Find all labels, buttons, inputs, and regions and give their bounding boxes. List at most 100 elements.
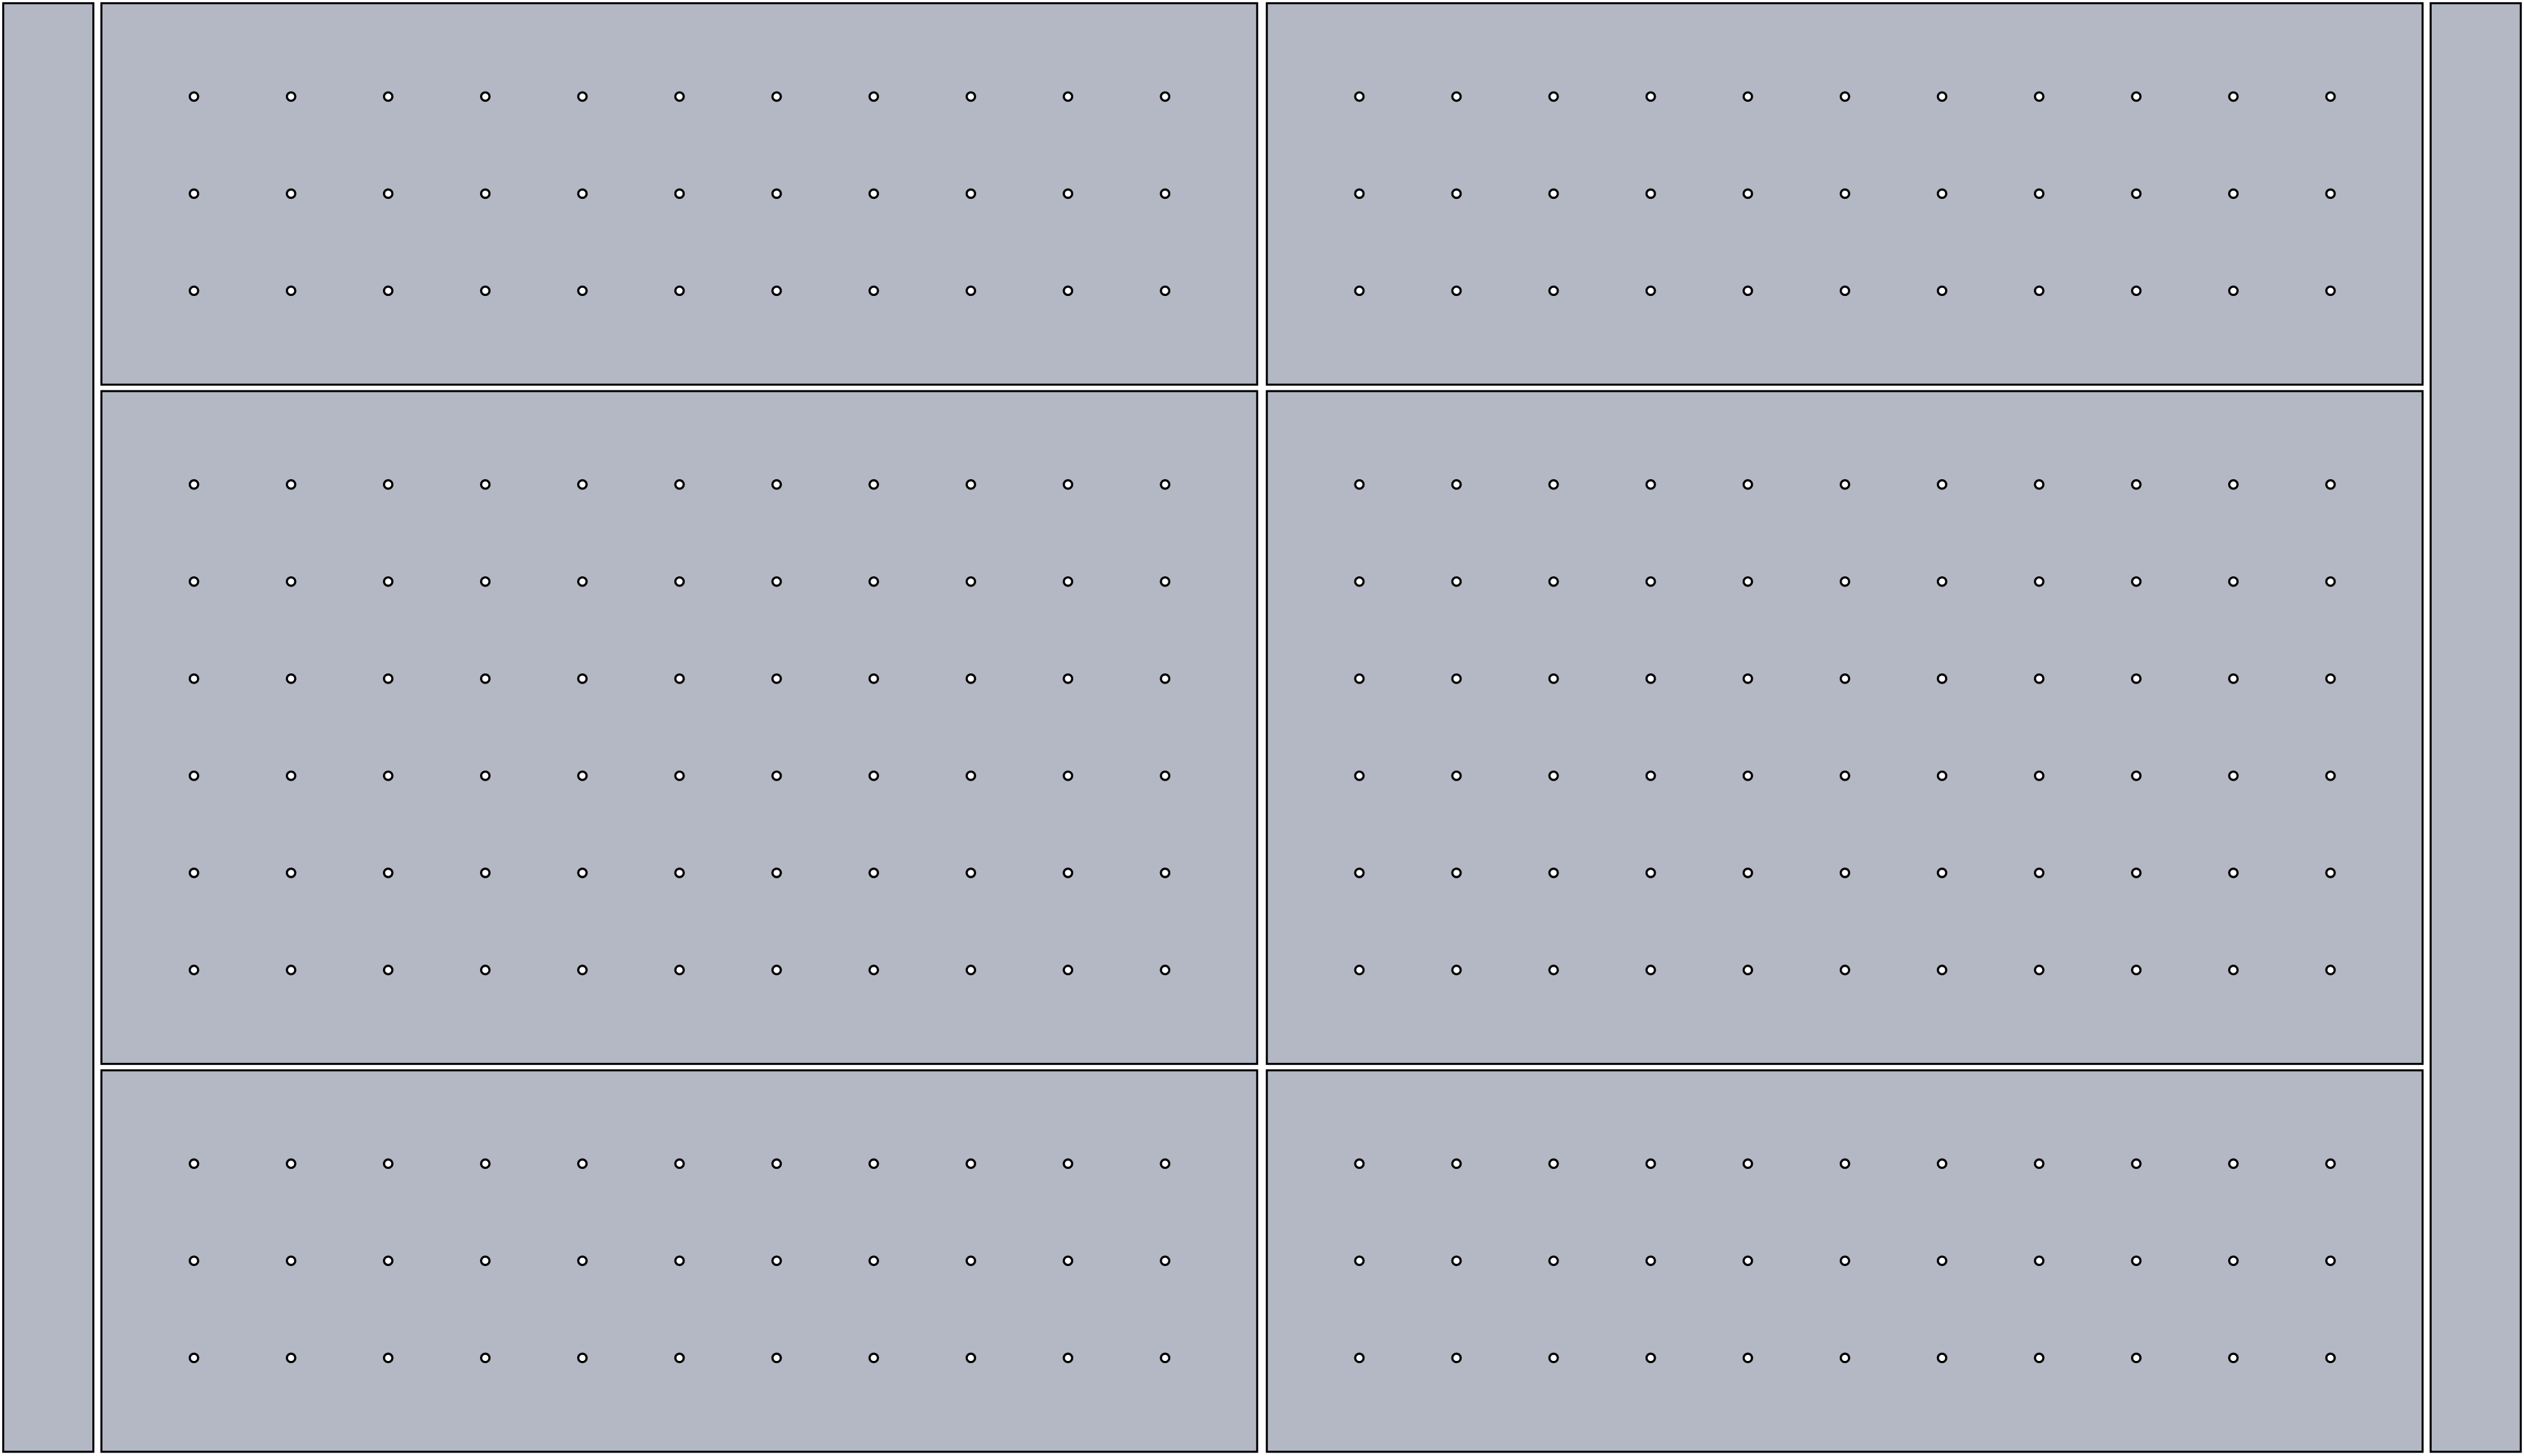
hole-middle-left [965, 770, 976, 781]
hole-bottom-left [285, 1352, 297, 1364]
hole-middle-right [1645, 770, 1656, 781]
hole-middle-left [188, 479, 200, 490]
hole-bottom-left [771, 1352, 782, 1364]
hole-bottom-left [383, 1158, 394, 1170]
hole-top-left [674, 285, 685, 297]
hole-middle-right [2034, 965, 2045, 975]
hole-middle-left [480, 673, 491, 684]
hole-middle-right [2228, 868, 2239, 878]
hole-top-left [383, 285, 394, 297]
hole-middle-left [674, 576, 685, 587]
hole-top-right [1645, 188, 1656, 200]
hole-bottom-left [1062, 1158, 1074, 1170]
hole-bottom-right [1936, 1352, 1948, 1364]
hole-bottom-left [577, 1352, 588, 1364]
hole-middle-right [1548, 965, 1559, 975]
hole-bottom-right [1354, 1352, 1365, 1364]
hole-middle-right [1645, 479, 1656, 490]
hole-middle-right [1839, 868, 1851, 878]
hole-middle-right [1742, 576, 1753, 587]
hole-top-left [1160, 285, 1171, 297]
hole-bottom-right [1742, 1158, 1753, 1170]
hole-top-left [383, 91, 394, 102]
hole-top-left [771, 285, 782, 297]
hole-middle-left [577, 673, 588, 684]
hole-top-right [2131, 188, 2142, 200]
hole-middle-right [2131, 965, 2142, 975]
hole-middle-right [1936, 770, 1948, 781]
right-side-strip [2430, 2, 2522, 1453]
hole-bottom-left [188, 1255, 200, 1267]
hole-top-left [188, 188, 200, 200]
hole-bottom-right [1354, 1255, 1365, 1267]
hole-middle-right [1548, 479, 1559, 490]
hole-middle-right [1354, 673, 1365, 684]
hole-middle-right [2034, 576, 2045, 587]
hole-bottom-left [965, 1255, 976, 1267]
hole-bottom-right [1548, 1352, 1559, 1364]
hole-bottom-right [1742, 1352, 1753, 1364]
left-side-strip [2, 2, 94, 1453]
hole-middle-right [1354, 868, 1365, 878]
hole-top-right [1742, 285, 1753, 297]
hole-top-left [480, 188, 491, 200]
hole-bottom-right [1354, 1158, 1365, 1170]
hole-bottom-right [2325, 1158, 2336, 1170]
hole-middle-left [285, 965, 297, 975]
hole-middle-right [2228, 965, 2239, 975]
hole-middle-right [1548, 673, 1559, 684]
hole-middle-right [1451, 770, 1462, 781]
hole-top-left [480, 285, 491, 297]
hole-middle-left [188, 576, 200, 587]
hole-middle-right [1742, 868, 1753, 878]
hole-top-right [1742, 91, 1753, 102]
hole-bottom-right [1451, 1158, 1462, 1170]
hole-middle-left [383, 770, 394, 781]
hole-middle-left [1160, 868, 1171, 878]
hole-middle-left [188, 673, 200, 684]
hole-middle-right [1548, 576, 1559, 587]
hole-middle-right [1548, 868, 1559, 878]
hole-middle-left [577, 868, 588, 878]
hole-bottom-left [1062, 1255, 1074, 1267]
hole-middle-right [1354, 479, 1365, 490]
hole-bottom-right [1548, 1158, 1559, 1170]
hole-middle-right [1645, 576, 1656, 587]
hole-middle-right [2325, 965, 2336, 975]
hole-middle-left [771, 868, 782, 878]
hole-middle-right [1451, 576, 1462, 587]
hole-middle-right [2034, 770, 2045, 781]
hole-top-right [2131, 285, 2142, 297]
hole-middle-left [480, 576, 491, 587]
hole-bottom-left [577, 1255, 588, 1267]
hole-bottom-right [2228, 1255, 2239, 1267]
hole-top-right [1839, 91, 1851, 102]
hole-bottom-right [2034, 1255, 2045, 1267]
hole-top-right [2034, 285, 2045, 297]
hole-middle-left [577, 479, 588, 490]
hole-top-left [965, 91, 976, 102]
hole-middle-right [1354, 770, 1365, 781]
hole-top-left [965, 285, 976, 297]
hole-middle-right [2034, 479, 2045, 490]
hole-bottom-left [285, 1255, 297, 1267]
hole-middle-left [868, 965, 879, 975]
hole-middle-left [1062, 868, 1074, 878]
hole-bottom-right [1839, 1158, 1851, 1170]
hole-top-right [2228, 91, 2239, 102]
hole-middle-right [1936, 673, 1948, 684]
hole-middle-left [480, 770, 491, 781]
hole-middle-left [674, 868, 685, 878]
hole-bottom-right [2228, 1352, 2239, 1364]
hole-bottom-left [771, 1255, 782, 1267]
hole-middle-left [383, 965, 394, 975]
panel-middle-left [100, 390, 1259, 1065]
hole-top-right [1936, 188, 1948, 200]
hole-middle-right [2034, 868, 2045, 878]
hole-top-left [771, 91, 782, 102]
hole-top-left [285, 188, 297, 200]
hole-top-left [674, 91, 685, 102]
hole-middle-right [1936, 965, 1948, 975]
hole-middle-left [285, 770, 297, 781]
hole-middle-right [1839, 479, 1851, 490]
